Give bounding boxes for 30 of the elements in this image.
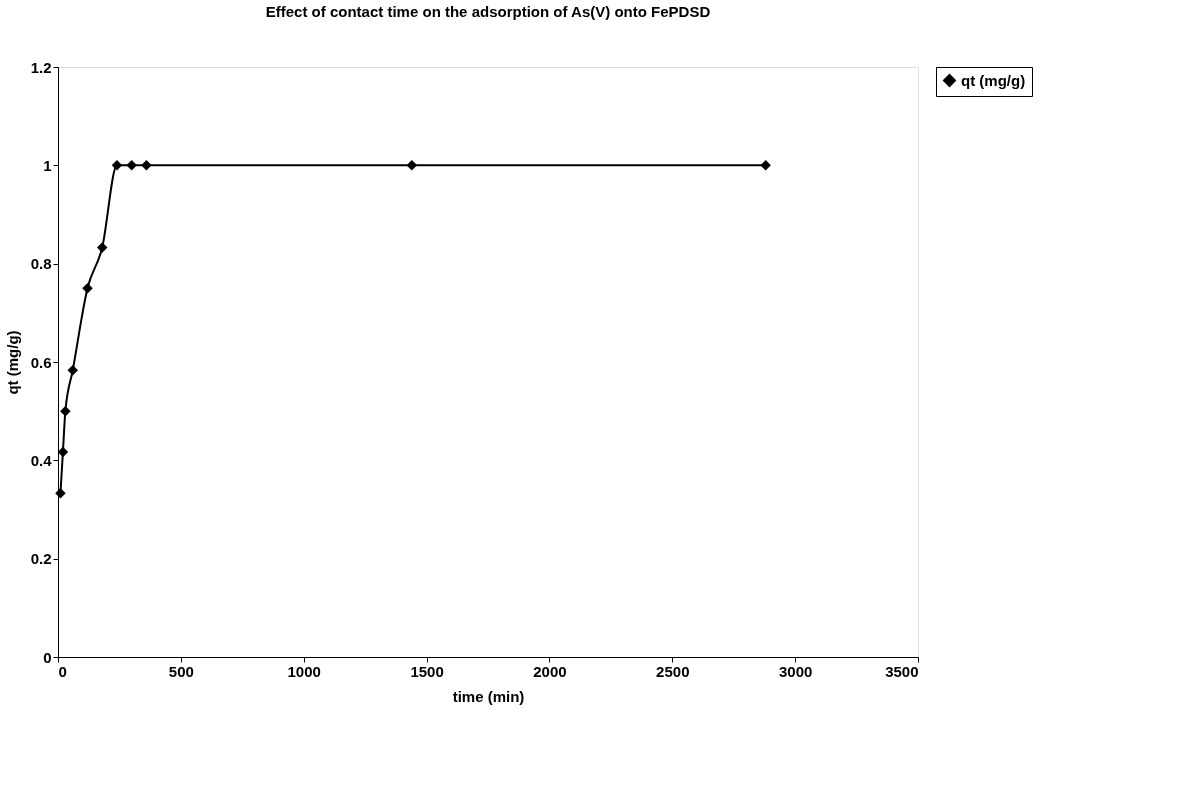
y-tick-label: 1: [43, 156, 52, 174]
point: [82, 283, 93, 294]
legend-label: qt (mg/g): [961, 71, 1026, 89]
x-tick-label: 1000: [287, 662, 321, 680]
point: [55, 488, 66, 499]
y-tick-label: 0.4: [30, 451, 53, 469]
y-tick-label: 0.6: [30, 353, 52, 371]
y-tick-label: 1.2: [30, 58, 52, 76]
y-axis-title: qt (mg/g): [3, 330, 21, 395]
point: [111, 160, 123, 171]
x-tick-label: 2500: [656, 662, 690, 680]
x-tick-label: 3000: [778, 662, 813, 680]
point: [760, 160, 771, 171]
point: [406, 160, 418, 171]
x-tick-label: 500: [168, 662, 194, 680]
point: [141, 160, 152, 171]
x-tick-label: 0: [58, 662, 67, 680]
x-tick-label: 1500: [410, 662, 444, 680]
y-tick-label: 0: [43, 648, 52, 666]
y-tick-label: 0.8: [30, 255, 52, 273]
point: [96, 242, 108, 253]
point: [67, 365, 78, 376]
y-tick-label: 0.2: [30, 550, 52, 568]
point: [60, 405, 71, 417]
chart-title: Effect of contact time on the adsorption of As(V) onto FePDSD: [265, 3, 711, 20]
x-axis-title: time (min): [452, 687, 525, 705]
x-tick-label: 2000: [533, 662, 567, 680]
x-tick-label: 3500: [885, 662, 919, 680]
point: [126, 160, 137, 171]
point: [57, 446, 69, 458]
